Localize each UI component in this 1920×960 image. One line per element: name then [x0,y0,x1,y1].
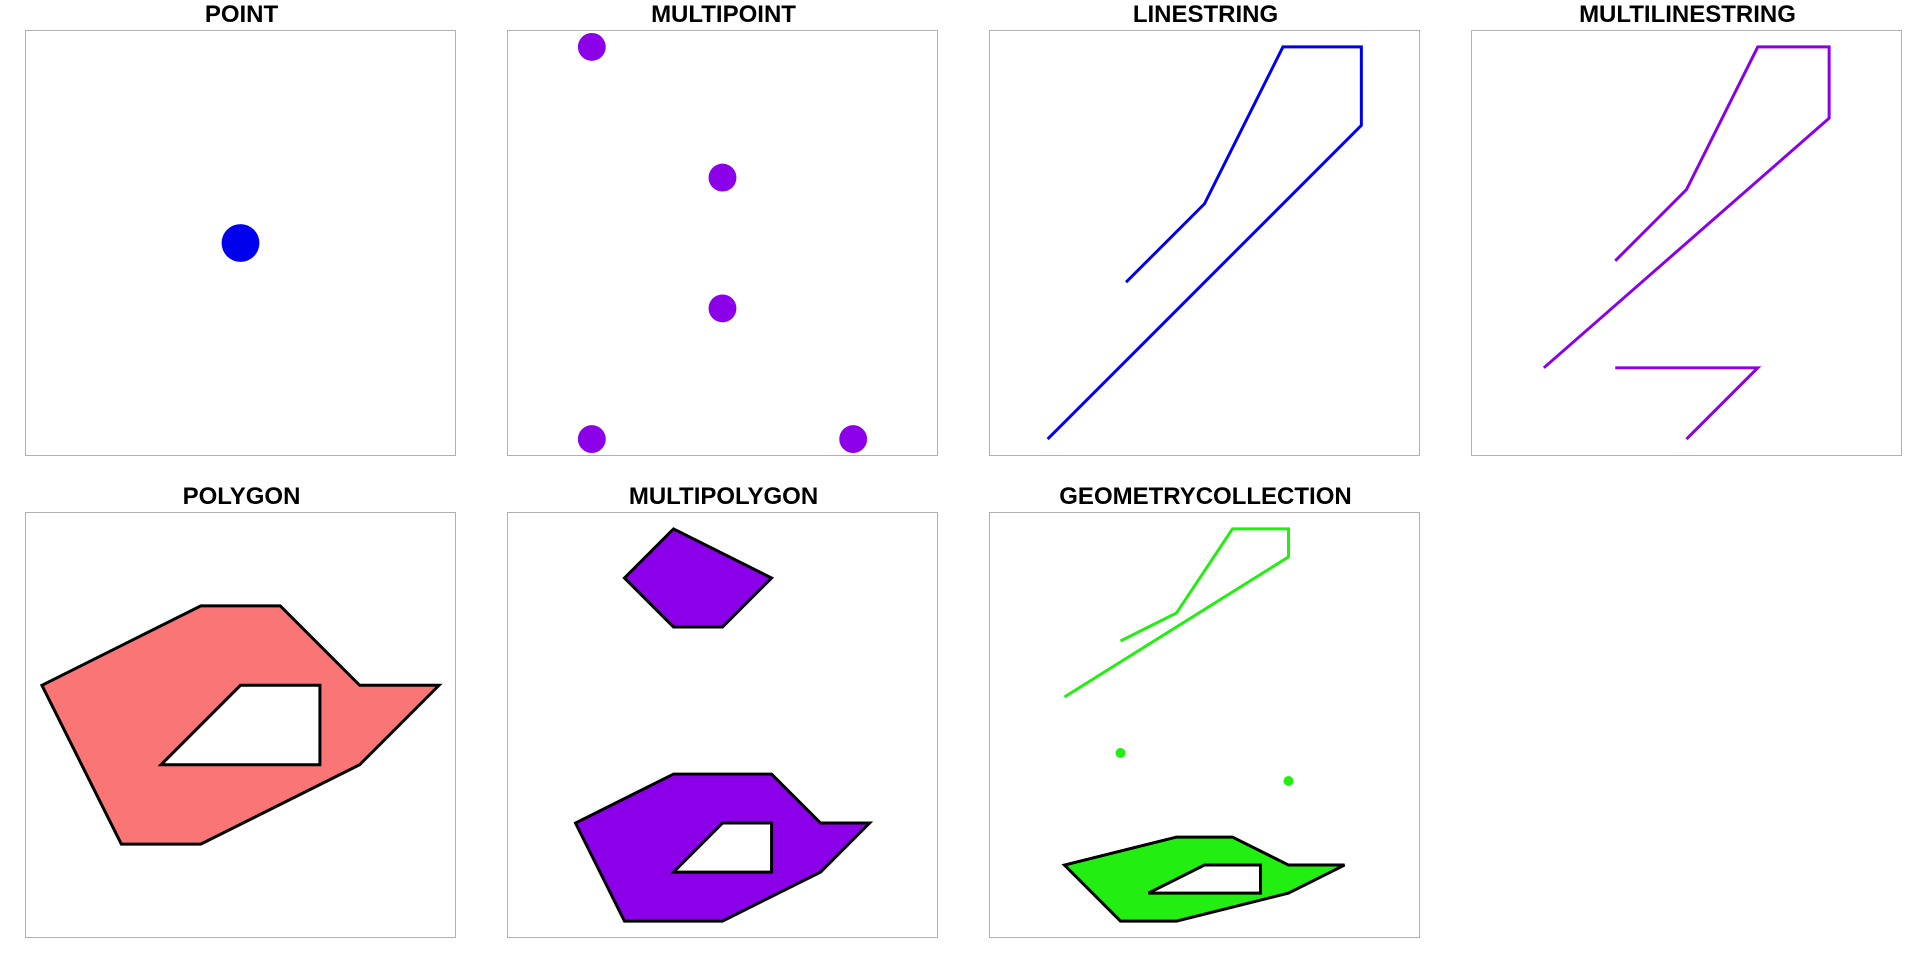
polygon-shape-2 [622,527,775,629]
line-segment-1 [1542,45,1831,369]
plot-polygon [39,604,443,846]
plot-linestring [1046,45,1363,441]
point-marker-1 [1115,747,1126,758]
title-geometrycollection: GEOMETRYCOLLECTION [1059,483,1352,510]
panel-point [25,30,456,456]
point-marker-1 [577,32,606,61]
polygon-shape-1 [1061,835,1346,923]
plot-multipoint [577,32,868,454]
title-multipoint: MULTIPOINT [651,1,796,28]
panel-geometrycollection [989,512,1420,938]
polygon-shape-1 [573,772,874,923]
point-marker-2 [708,163,737,192]
line-segment-1 [1063,527,1290,699]
point-marker-2 [1283,776,1294,787]
line-segment-2 [1615,366,1762,441]
point-marker-3 [708,294,737,323]
title-multipolygon: MULTIPOLYGON [628,483,819,510]
panel-multipolygon [507,512,938,938]
point-marker-5 [839,425,868,454]
plot-point [221,224,260,262]
panel-multipoint [507,30,938,456]
title-point: POINT [204,1,279,28]
plot-multilinestring [1542,45,1831,441]
plot-multipolygon [573,527,874,923]
line-segment-1 [1046,45,1363,441]
plot-geometrycollection [1061,527,1346,923]
title-linestring: LINESTRING [1132,1,1279,28]
polygon-shape-1 [39,604,443,846]
panel-polygon [25,512,456,938]
point-marker-1 [221,224,260,262]
title-multilinestring: MULTILINESTRING [1579,1,1796,28]
point-marker-4 [577,425,606,454]
panel-multilinestring [1471,30,1902,456]
title-polygon: POLYGON [182,483,301,510]
panel-linestring [989,30,1420,456]
